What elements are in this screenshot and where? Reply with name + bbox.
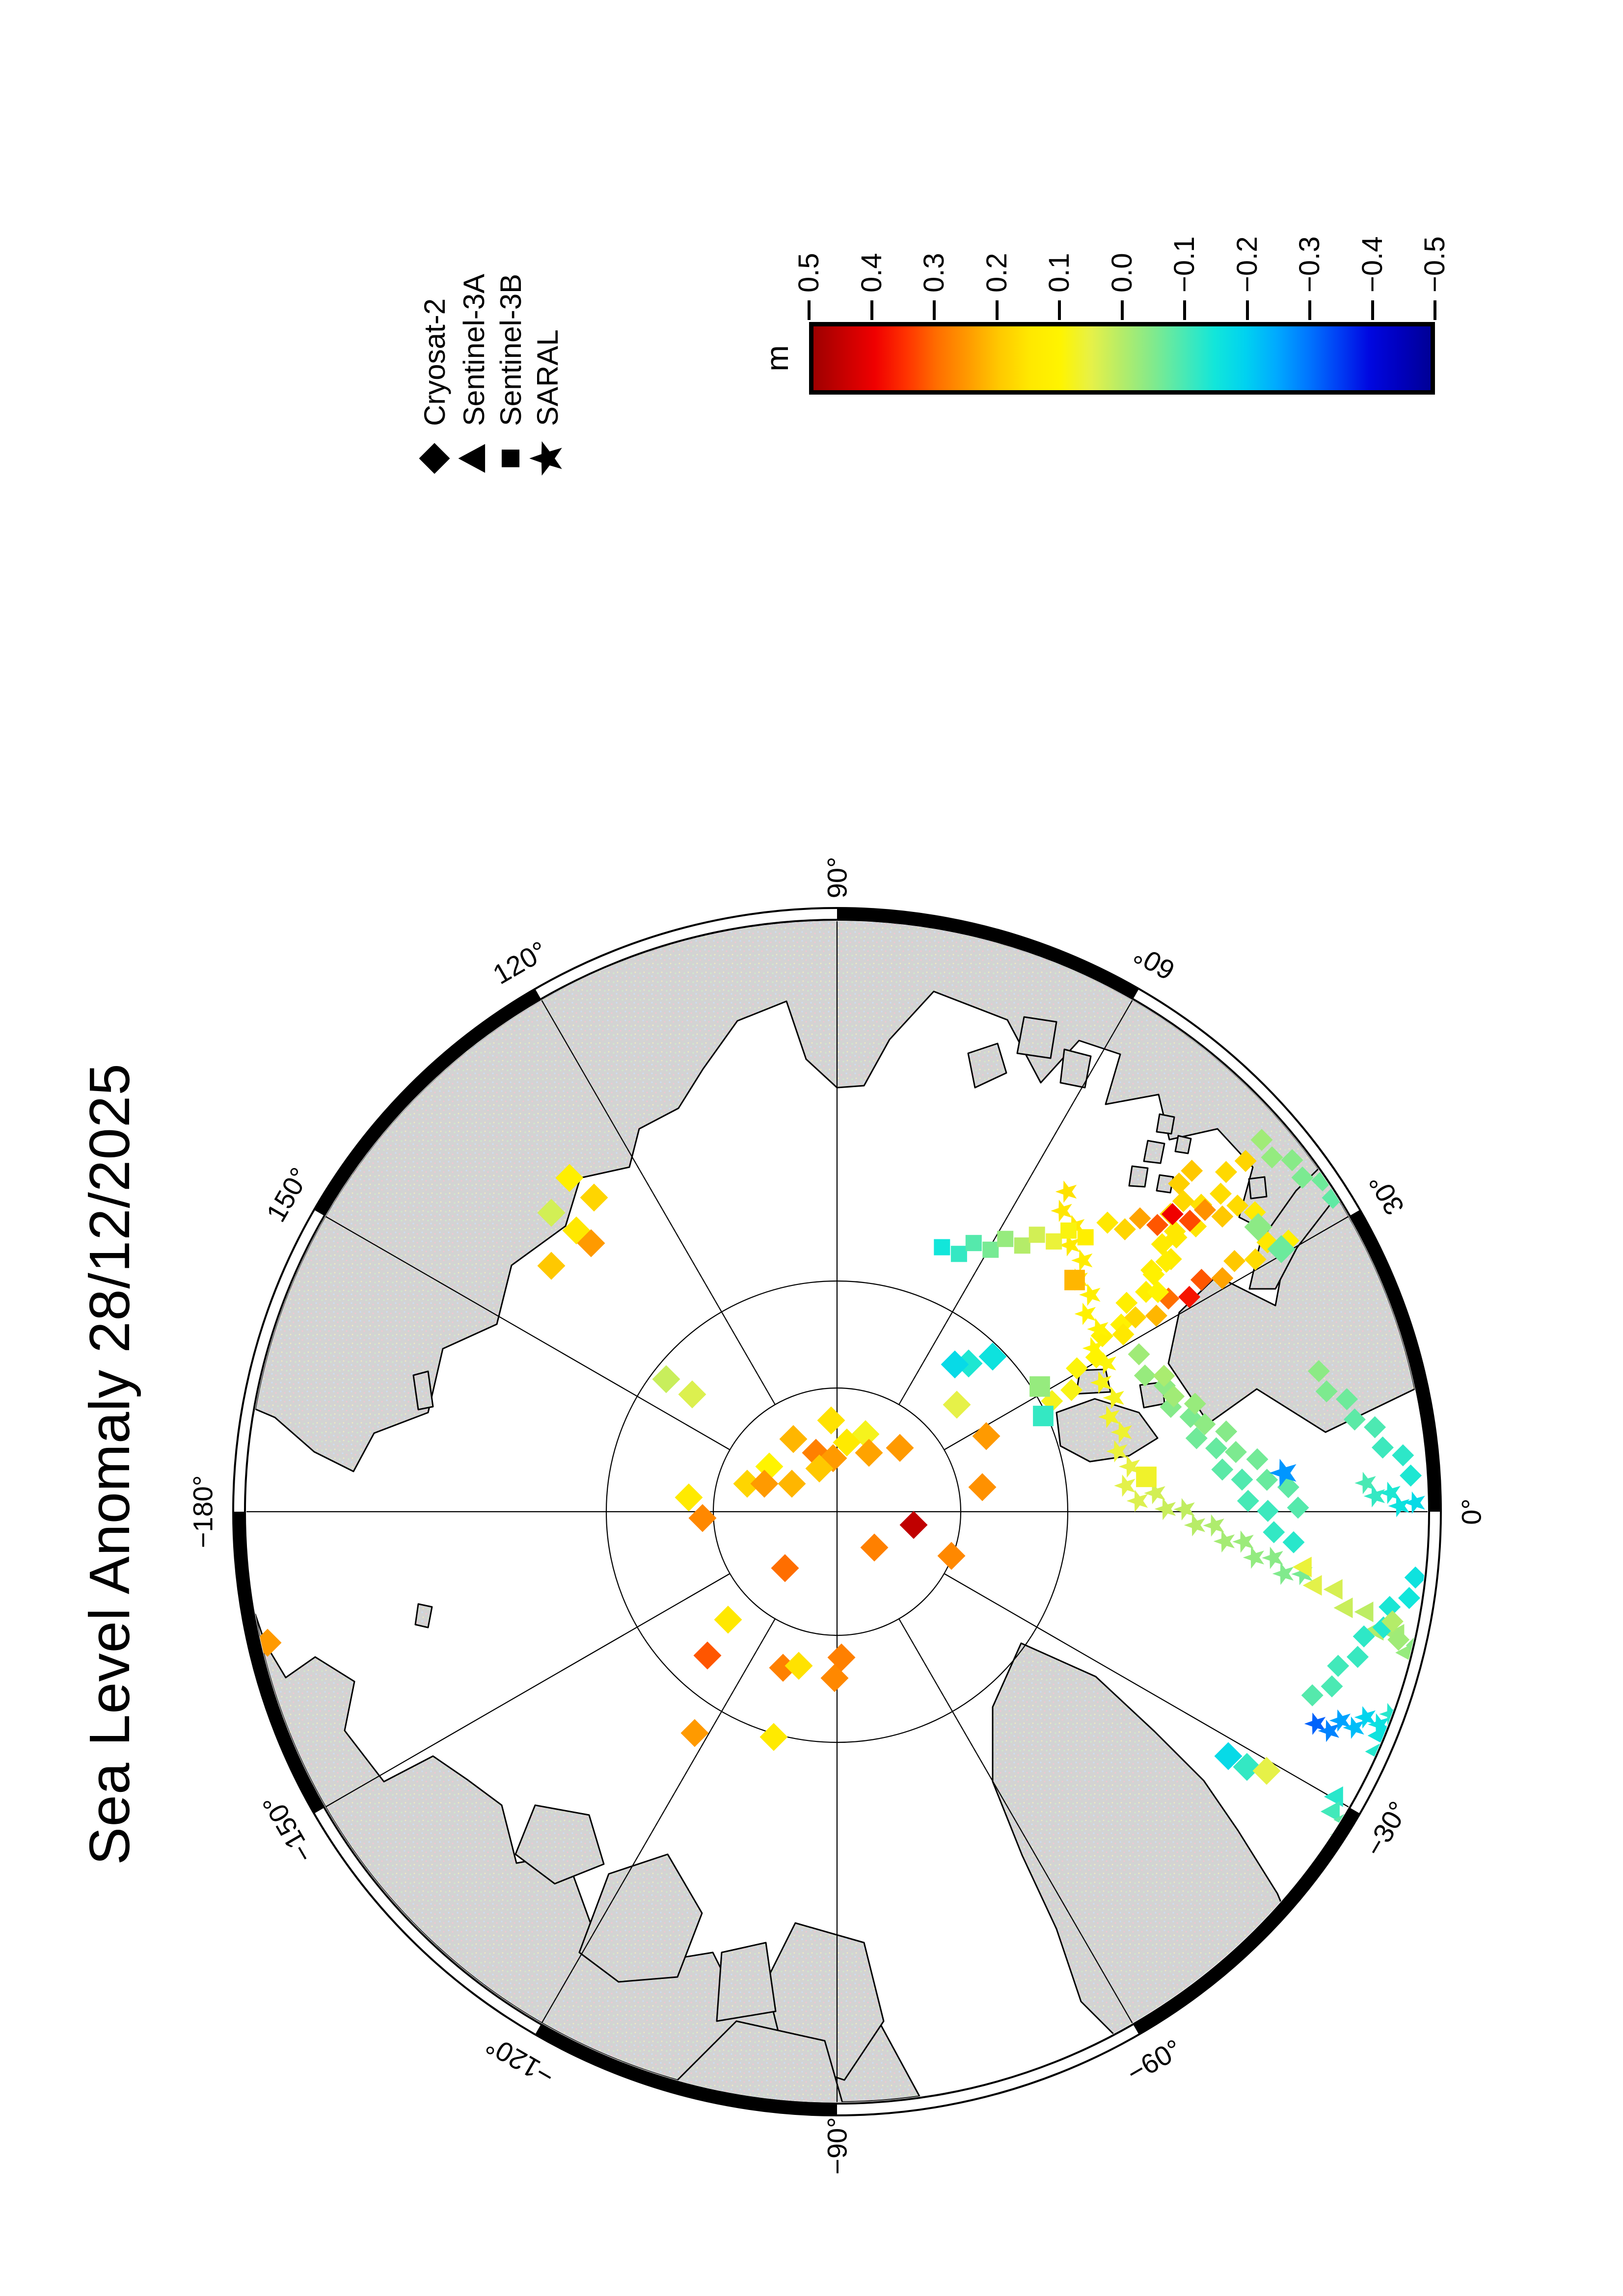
track-point: [1028, 1227, 1045, 1243]
lon-label-120: 120°: [487, 935, 552, 990]
lon-label-180: −180°: [188, 1475, 218, 1548]
track-point: [950, 1246, 967, 1262]
land-victoria-island: [578, 1853, 703, 1983]
data-point: [1029, 1376, 1050, 1397]
track-point: [1014, 1237, 1030, 1254]
land-wrangel-island: [412, 1370, 434, 1411]
land-devon-island: [716, 1942, 777, 2022]
land-svalbard: [1055, 1398, 1159, 1463]
track-point: [1060, 1222, 1077, 1239]
track-point: [997, 1230, 1014, 1247]
lon-label-90: 90°: [822, 857, 853, 899]
track-point: [1431, 1658, 1453, 1681]
track-point: [982, 1241, 999, 1258]
lon-label-60: 60°: [1129, 939, 1180, 987]
data-point: [1064, 1270, 1085, 1290]
track-point: [1389, 1774, 1409, 1795]
land-kolguev-island: [1248, 1176, 1268, 1200]
lon-label-30: 30°: [1362, 1169, 1410, 1221]
track-point: [1046, 1233, 1062, 1250]
graticule: [246, 921, 1428, 2102]
land-st-lawrence-island: [414, 1603, 433, 1629]
track-point: [1077, 1229, 1094, 1246]
land-severnaya-zemlya: [967, 1016, 1092, 1089]
track-point: [965, 1235, 982, 1252]
map-border-ring: [232, 907, 1442, 2116]
data-point: [1136, 1467, 1157, 1487]
land-baffin-island: [676, 2020, 845, 2102]
lon-label-0: 0°: [1456, 1498, 1487, 1525]
lon-label-90: −90°: [822, 2117, 853, 2174]
lon-label-30: −30°: [1358, 1796, 1414, 1861]
lon-label-60: −60°: [1121, 2033, 1187, 2088]
land-banks-island: [514, 1804, 605, 1885]
track-point: [934, 1239, 950, 1255]
lon-label-150: 150°: [260, 1162, 315, 1227]
data-point: [1033, 1406, 1054, 1426]
land-franz-josef-land: [1128, 1113, 1192, 1194]
